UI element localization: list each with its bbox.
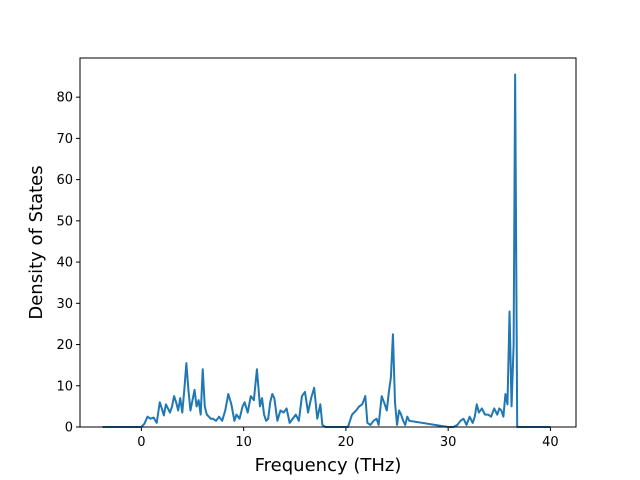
x-tick-label: 20 — [338, 435, 355, 450]
x-axis-ticks: 0 10 20 30 40 — [137, 427, 559, 450]
y-tick-label: 80 — [56, 91, 73, 106]
y-tick-label: 30 — [56, 297, 73, 312]
x-tick-label: 40 — [542, 435, 559, 450]
y-tick-label: 50 — [56, 214, 73, 229]
plot-frame — [79, 57, 577, 428]
y-axis-ticks: 0 10 20 30 40 50 60 70 80 — [56, 91, 80, 436]
y-tick-label: 60 — [56, 173, 73, 188]
y-tick-label: 0 — [65, 421, 73, 436]
x-tick-label: 0 — [137, 435, 145, 450]
y-tick-label: 10 — [56, 379, 73, 394]
dos-series-line — [102, 73, 551, 428]
y-tick-label: 20 — [56, 338, 73, 353]
x-axis-label: Frequency (THz) — [255, 455, 402, 476]
x-tick-label: 10 — [235, 435, 252, 450]
y-tick-label: 70 — [56, 132, 73, 147]
y-axis-label: Density of States — [26, 165, 47, 319]
x-tick-label: 30 — [440, 435, 457, 450]
y-tick-label: 40 — [56, 256, 73, 271]
